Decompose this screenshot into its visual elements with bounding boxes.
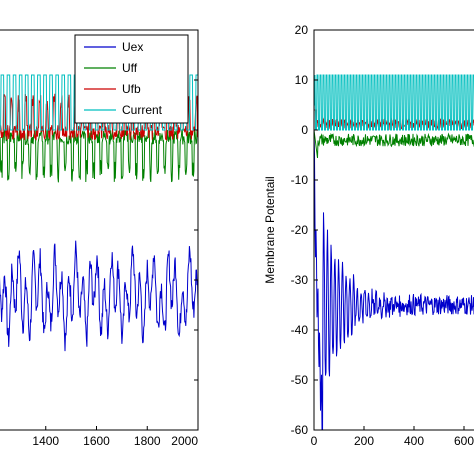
right-y-tick-label: -10 bbox=[291, 173, 309, 187]
right-x-tick-label: 200 bbox=[354, 434, 374, 448]
right-y-tick-label: 20 bbox=[295, 23, 309, 37]
left-series-uex-line bbox=[0, 240, 198, 352]
right-series-uex-line bbox=[314, 129, 474, 430]
right-y-tick-label: -20 bbox=[291, 223, 309, 237]
right-y-tick-label: 0 bbox=[301, 123, 308, 137]
left-x-axis-ticks: 1400 1600 1800 2000 bbox=[32, 29, 199, 448]
left-x-tick-label: 1400 bbox=[32, 434, 59, 448]
right-x-tick-label: 400 bbox=[404, 434, 424, 448]
right-y-tick-label: -30 bbox=[291, 273, 309, 287]
right-y-axis-ticks: -60 -50 -40 -30 -20 -10 0 10 20 bbox=[291, 23, 318, 437]
legend-label-current: Current bbox=[122, 103, 163, 117]
right-y-tick-label: -40 bbox=[291, 323, 309, 337]
legend-label-uex: Uex bbox=[122, 40, 143, 54]
legend-box bbox=[74, 34, 189, 124]
right-x-axis-ticks: 0 200 400 600 bbox=[311, 426, 474, 448]
left-x-tick-label: 1600 bbox=[83, 434, 110, 448]
right-y-tick-label: -60 bbox=[291, 423, 309, 437]
left-series-current-line bbox=[0, 74, 198, 131]
left-series-uff-line bbox=[0, 128, 198, 183]
right-series-current-line bbox=[314, 74, 474, 131]
right-y-tick-label: 10 bbox=[295, 73, 309, 87]
legend-label-uff: Uff bbox=[122, 61, 138, 75]
left-chart-panel: 1400 1600 1800 2000 Uex Uff Ufb Current bbox=[0, 29, 199, 448]
right-x-tick-label: 600 bbox=[454, 434, 474, 448]
legend-label-ufb: Ufb bbox=[122, 82, 141, 96]
right-series-uff-line bbox=[314, 129, 474, 159]
legend: Uex Uff Ufb Current bbox=[74, 34, 189, 124]
right-x-tick-label: 0 bbox=[311, 434, 318, 448]
left-x-tick-label: 1800 bbox=[134, 434, 161, 448]
right-chart-panel: -60 -50 -40 -30 -20 -10 0 10 20 0 200 400 600 Membr… bbox=[263, 23, 474, 448]
right-series-lines bbox=[314, 74, 474, 430]
right-y-axis-label: Membrane Potentail bbox=[263, 176, 277, 283]
right-y-tick-label: -50 bbox=[291, 373, 309, 387]
left-x-tick-label: 2000 bbox=[171, 434, 198, 448]
